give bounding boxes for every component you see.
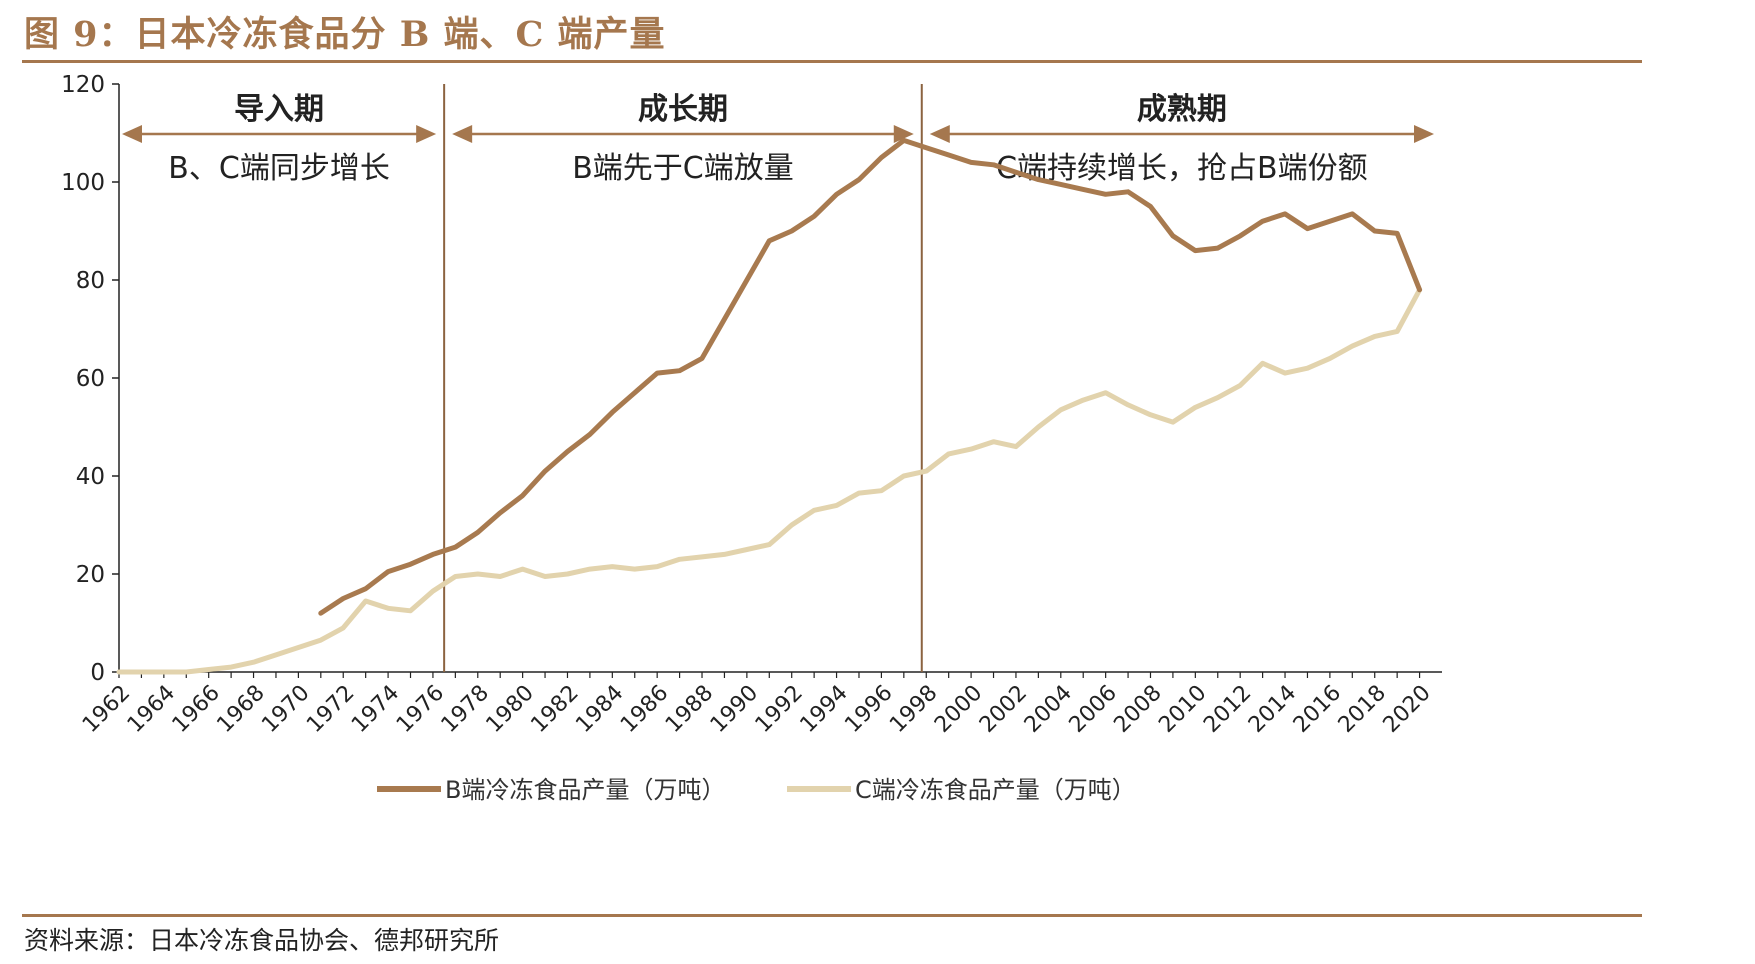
line-chart: 0204060801001201962196419661968197019721… (61, 72, 1442, 804)
x-tick-label: 2018 (1334, 681, 1391, 738)
phase-name: 成熟期 (1137, 92, 1227, 127)
phase-name: 成长期 (638, 92, 728, 127)
x-tick-label: 1976 (392, 681, 449, 738)
x-tick-label: 1966 (168, 681, 225, 738)
x-tick-label: 1978 (437, 681, 494, 738)
source-rule (22, 914, 1642, 917)
series-line-c (116, 287, 1423, 675)
x-tick-label: 1986 (616, 681, 673, 738)
phase-description: B、C端同步增长 (168, 151, 390, 186)
title-rule (22, 60, 1642, 63)
x-tick-label: 1962 (78, 681, 135, 738)
phase-arrow-head-left (122, 125, 142, 143)
x-tick-label: 2004 (1020, 681, 1077, 738)
y-tick-label: 60 (76, 366, 105, 392)
x-tick-label: 2000 (930, 681, 987, 738)
x-tick-label: 1998 (885, 681, 942, 738)
y-tick-label: 100 (61, 170, 105, 196)
x-tick-label: 1988 (661, 681, 718, 738)
x-tick-label: 2002 (975, 681, 1032, 738)
x-tick-label: 2006 (1065, 681, 1122, 738)
x-tick-label: 2010 (1154, 681, 1211, 738)
x-tick-label: 2008 (1109, 681, 1166, 738)
y-tick-label: 0 (90, 660, 105, 686)
phase-arrow-head-right (416, 125, 437, 143)
y-tick-label: 120 (61, 72, 105, 98)
x-tick-label: 1992 (751, 681, 808, 738)
x-tick-label: 2014 (1244, 681, 1301, 738)
y-tick-label: 80 (76, 268, 105, 294)
x-tick-label: 1996 (840, 681, 897, 738)
y-tick-label: 40 (76, 464, 105, 490)
source-note: 资料来源：日本冷冻食品协会、德邦研究所 (24, 926, 500, 955)
x-tick-label: 1972 (302, 681, 359, 738)
x-tick-label: 1980 (482, 681, 539, 738)
legend-label: C端冷冻食品产量（万吨） (855, 776, 1136, 804)
x-tick-label: 1970 (257, 681, 314, 738)
x-tick-label: 1974 (347, 681, 404, 738)
y-tick-label: 20 (76, 562, 105, 588)
x-tick-label: 2012 (1199, 681, 1256, 738)
phase-description: C端持续增长，抢占B端份额 (996, 151, 1368, 186)
phase-description: B端先于C端放量 (572, 151, 794, 186)
x-tick-label: 1990 (706, 681, 763, 738)
legend-label: B端冷冻食品产量（万吨） (445, 776, 725, 804)
figure-title: 图 9：日本冷冻食品分 B 端、C 端产量 (24, 14, 666, 55)
phase-name: 导入期 (234, 92, 324, 127)
x-tick-label: 1984 (571, 681, 628, 738)
phase-arrow-head-left (929, 125, 950, 143)
x-tick-label: 1964 (123, 681, 180, 738)
series-line-b (318, 137, 1423, 616)
phase-arrow-head-left (452, 125, 473, 143)
x-tick-label: 1982 (526, 681, 583, 738)
x-tick-label: 2016 (1289, 681, 1346, 738)
x-tick-label: 1994 (796, 681, 853, 738)
phase-arrow-head-right (893, 125, 914, 143)
x-tick-label: 1968 (213, 681, 270, 738)
phase-arrow-head-right (1414, 125, 1434, 143)
x-tick-label: 2020 (1379, 681, 1436, 738)
